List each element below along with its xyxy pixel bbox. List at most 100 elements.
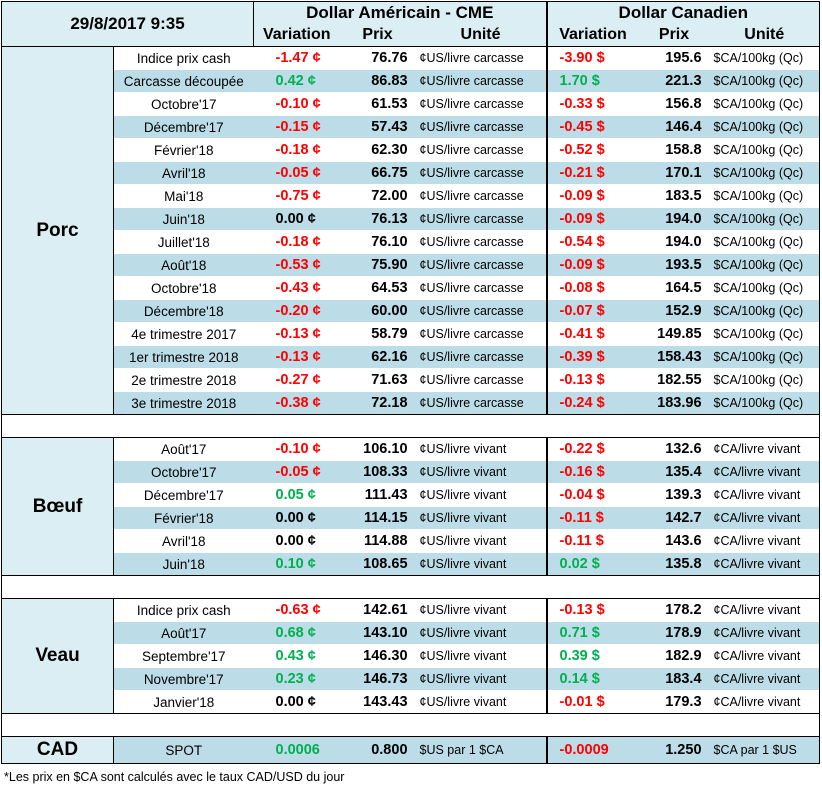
row-label: Décembre'17 bbox=[113, 483, 254, 507]
row-label: Février'18 bbox=[113, 138, 254, 162]
usd-variation: 0.00 ¢ bbox=[253, 690, 340, 714]
usd-price: 66.75 bbox=[339, 161, 416, 185]
row-label: Octobre'17 bbox=[113, 92, 254, 116]
table-row: Avril'18 0.00 ¢ 114.88 ¢US/livre vivant -0.1… bbox=[2, 529, 821, 553]
cad-label: SPOT bbox=[113, 736, 254, 764]
cad-unit: ¢CA/livre vivant bbox=[709, 598, 821, 622]
section-spacer bbox=[0, 575, 821, 599]
usd-unit: ¢US/livre vivant bbox=[415, 667, 547, 691]
usd-price: 146.30 bbox=[339, 644, 416, 668]
cad-price: 135.4 bbox=[638, 460, 710, 484]
usd-variation: -0.13 ¢ bbox=[253, 322, 340, 346]
table-row: Juillet'18 -0.18 ¢ 76.10 ¢US/livre carcasse… bbox=[2, 230, 821, 254]
usd-unit: ¢US/livre vivant bbox=[415, 690, 547, 714]
row-label: Indice prix cash bbox=[113, 46, 254, 70]
usd-price: 62.30 bbox=[339, 138, 416, 162]
cad-variation: -0.11 $ bbox=[545, 506, 639, 530]
cad-usd-price: 0.800 bbox=[339, 736, 416, 764]
cad-variation: -0.09 $ bbox=[545, 253, 639, 277]
cad-variation: -0.22 $ bbox=[545, 437, 639, 461]
usd-variation: -0.27 ¢ bbox=[253, 368, 340, 392]
cad-variation: -0.54 $ bbox=[545, 230, 639, 254]
usd-price: 86.83 bbox=[339, 69, 416, 93]
cad-col-prix: Prix bbox=[638, 24, 710, 47]
usd-price: 114.88 bbox=[339, 529, 416, 553]
usd-variation: -0.10 ¢ bbox=[253, 437, 340, 461]
cad-unit: ¢CA/livre vivant bbox=[709, 460, 821, 484]
usd-col-prix: Prix bbox=[339, 24, 416, 47]
cad-price: 179.3 bbox=[638, 690, 710, 714]
usd-unit: ¢US/livre carcasse bbox=[415, 276, 547, 300]
cad-unit: $CA/100kg (Qc) bbox=[709, 161, 821, 185]
cad-price: 164.5 bbox=[638, 276, 710, 300]
cad-unit: $CA/100kg (Qc) bbox=[709, 253, 821, 277]
cad-unit: ¢CA/livre vivant bbox=[709, 644, 821, 668]
row-label: 2e trimestre 2018 bbox=[113, 368, 254, 392]
cad-price: 146.4 bbox=[638, 115, 710, 139]
usd-unit: ¢US/livre vivant bbox=[415, 506, 547, 530]
usd-variation: -1.47 ¢ bbox=[253, 46, 340, 70]
row-label: 3e trimestre 2018 bbox=[113, 391, 254, 415]
cad-unit: ¢CA/livre vivant bbox=[709, 483, 821, 507]
usd-price: 76.13 bbox=[339, 207, 416, 231]
cad-name: CAD bbox=[1, 736, 114, 764]
usd-variation: -0.38 ¢ bbox=[253, 391, 340, 415]
row-label: Août'17 bbox=[113, 437, 254, 461]
section-name: Bœuf bbox=[1, 437, 114, 576]
cad-unit: $CA/100kg (Qc) bbox=[709, 230, 821, 254]
usd-unit: ¢US/livre vivant bbox=[415, 621, 547, 645]
row-label: 4e trimestre 2017 bbox=[113, 322, 254, 346]
cad-unit: ¢CA/livre vivant bbox=[709, 621, 821, 645]
usd-unit: ¢US/livre carcasse bbox=[415, 161, 547, 185]
report-date: 29/8/2017 9:35 bbox=[0, 1, 255, 47]
cad-variation: -0.13 $ bbox=[545, 368, 639, 392]
cad-price: 183.96 bbox=[638, 391, 710, 415]
cad-price: 170.1 bbox=[638, 161, 710, 185]
usd-unit: ¢US/livre carcasse bbox=[415, 92, 547, 116]
table-row: Porc Indice prix cash -1.47 ¢ 76.76 ¢US/livr… bbox=[1, 46, 821, 415]
table-row: 4e trimestre 2017 -0.13 ¢ 58.79 ¢US/livre c… bbox=[2, 322, 821, 346]
cad-price: 195.6 bbox=[638, 46, 710, 70]
cad-variation: 0.39 $ bbox=[545, 644, 639, 668]
cad-variation: -0.41 $ bbox=[545, 322, 639, 346]
cad-price: 156.8 bbox=[638, 92, 710, 116]
usd-unit: ¢US/livre vivant bbox=[415, 437, 547, 461]
row-label: Janvier'18 bbox=[113, 690, 254, 714]
usd-unit: ¢US/livre vivant bbox=[415, 460, 547, 484]
usd-unit: ¢US/livre carcasse bbox=[415, 115, 547, 139]
cad-unit: $CA/100kg (Qc) bbox=[709, 46, 821, 70]
usd-col-unite: Unité bbox=[415, 24, 547, 47]
price-table: 29/8/2017 9:35 Dollar Américain - CME Do… bbox=[0, 1, 821, 764]
usd-price: 58.79 bbox=[339, 322, 416, 346]
cad-variation: -0.09 $ bbox=[545, 207, 639, 231]
cad-usd-unit: $US par 1 $CA bbox=[415, 736, 547, 764]
table-row: Veau Indice prix cash -0.63 ¢ 142.61 ¢US/liv… bbox=[1, 598, 821, 714]
cad-variation: -0.08 $ bbox=[545, 276, 639, 300]
table-row: 3e trimestre 2018 -0.38 ¢ 72.18 ¢US/livre c… bbox=[2, 391, 821, 415]
table-row: Septembre'17 0.43 ¢ 146.30 ¢US/livre vivant… bbox=[2, 644, 821, 668]
row-label: Avril'18 bbox=[113, 529, 254, 553]
usd-price: 108.65 bbox=[339, 552, 416, 576]
cad-price: 178.9 bbox=[638, 621, 710, 645]
usd-price: 146.73 bbox=[339, 667, 416, 691]
usd-variation: 0.43 ¢ bbox=[253, 644, 340, 668]
cad-price: 139.3 bbox=[638, 483, 710, 507]
table-row: Juin'18 0.00 ¢ 76.13 ¢US/livre carcasse -0.0… bbox=[2, 207, 821, 231]
usd-unit: ¢US/livre carcasse bbox=[415, 253, 547, 277]
cad-variation: -0.11 $ bbox=[545, 529, 639, 553]
row-label: Octobre'17 bbox=[113, 460, 254, 484]
row-label: Mai'18 bbox=[113, 184, 254, 208]
usd-price: 143.43 bbox=[339, 690, 416, 714]
usd-unit: ¢US/livre carcasse bbox=[415, 322, 547, 346]
cad-unit: ¢CA/livre vivant bbox=[709, 552, 821, 576]
cad-cad-price: 1.250 bbox=[638, 736, 710, 764]
usd-unit: ¢US/livre carcasse bbox=[415, 207, 547, 231]
cad-unit: $CA/100kg (Qc) bbox=[709, 207, 821, 231]
table-row: Décembre'17 0.05 ¢ 111.43 ¢US/livre vivant -… bbox=[2, 483, 821, 507]
table-row: Novembre'17 0.23 ¢ 146.73 ¢US/livre vivant 0… bbox=[2, 667, 821, 691]
usd-col-variation: Variation bbox=[253, 24, 340, 47]
usd-title: Dollar Américain - CME bbox=[253, 1, 547, 24]
table-row: Mai'18 -0.75 ¢ 72.00 ¢US/livre carcasse -0.0… bbox=[2, 184, 821, 208]
usd-unit: ¢US/livre carcasse bbox=[415, 345, 547, 369]
